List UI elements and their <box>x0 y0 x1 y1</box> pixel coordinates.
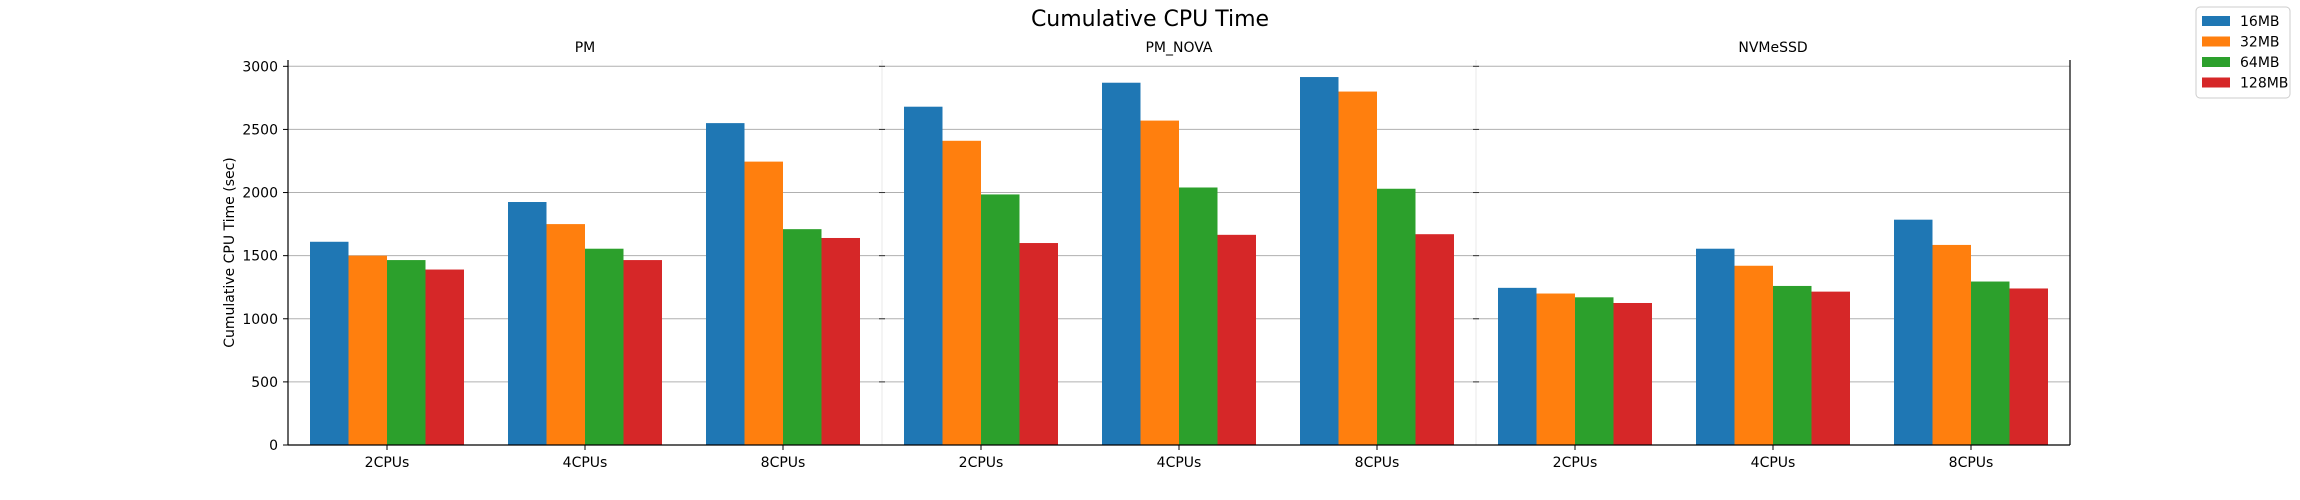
legend-box <box>2195 6 2291 99</box>
bar-16mb <box>310 241 349 445</box>
bar-64mb <box>585 248 624 445</box>
bar-128mb <box>623 260 662 445</box>
bar-128mb <box>425 269 464 445</box>
bar-16mb <box>904 106 943 445</box>
bar-64mb <box>1377 188 1416 446</box>
x-tick-label: 4CPUs <box>1751 455 1796 471</box>
bar-32mb <box>1734 265 1773 445</box>
bar-32mb <box>546 224 585 445</box>
bar-16mb <box>1696 248 1735 445</box>
legend-label-64mb: 64MB <box>2240 55 2280 71</box>
bar-32mb <box>744 161 783 446</box>
y-tick-label: 500 <box>251 375 278 391</box>
bar-64mb <box>1971 281 2010 445</box>
y-tick-label: 3000 <box>242 59 278 75</box>
legend-label-32mb: 32MB <box>2240 35 2280 51</box>
bar-64mb <box>387 260 426 445</box>
x-tick-label: 8CPUs <box>761 455 806 471</box>
panel-title-pm-nova: PM_NOVA <box>1145 40 1212 56</box>
panel-title-pm: PM <box>575 40 596 56</box>
x-tick-label: 4CPUs <box>1157 455 1202 471</box>
bar-32mb <box>348 255 387 445</box>
bar-64mb <box>1773 285 1812 445</box>
legend-label-16mb: 16MB <box>2240 14 2280 30</box>
bar-32mb <box>1140 120 1179 446</box>
legend-swatch-32mb <box>2202 36 2230 47</box>
bar-16mb <box>508 202 547 445</box>
bar-64mb <box>981 194 1020 445</box>
legend-label-128mb: 128MB <box>2240 76 2288 92</box>
x-tick-label: 8CPUs <box>1355 455 1400 471</box>
chart-title: Cumulative CPU Time <box>1031 7 1269 32</box>
bar-32mb <box>1536 293 1575 445</box>
bar-64mb <box>783 229 822 445</box>
bar-64mb <box>1575 297 1614 445</box>
y-tick-label: 0 <box>269 438 278 454</box>
y-axis-label: Cumulative CPU Time (sec) <box>222 157 238 348</box>
bar-16mb <box>706 123 745 446</box>
bar-16mb <box>1102 82 1141 445</box>
bar-128mb <box>1415 234 1454 445</box>
legend-swatch-16mb <box>2202 16 2230 26</box>
x-tick-label: 8CPUs <box>1949 455 1994 471</box>
bar-16mb <box>1498 287 1537 445</box>
bar-128mb <box>2009 288 2048 445</box>
bar-128mb <box>1217 234 1256 445</box>
bar-128mb <box>1811 291 1850 445</box>
panel-title-nvmessd: NVMeSSD <box>1738 40 1807 56</box>
x-tick-label: 4CPUs <box>563 455 608 471</box>
legend-swatch-128mb <box>2202 77 2230 88</box>
x-tick-label: 2CPUs <box>1553 455 1598 471</box>
y-tick-label: 2500 <box>242 122 278 138</box>
y-tick-label: 2000 <box>242 186 278 202</box>
bar-32mb <box>1338 91 1377 446</box>
bar-128mb <box>821 237 860 445</box>
bar-32mb <box>1932 244 1971 445</box>
bar-128mb <box>1613 302 1652 445</box>
bar-16mb <box>1894 219 1933 445</box>
x-tick-label: 2CPUs <box>365 455 410 471</box>
bar-128mb <box>1019 243 1058 445</box>
bar-64mb <box>1179 187 1218 445</box>
bar-16mb <box>1300 77 1339 445</box>
y-tick-label: 1000 <box>242 312 278 328</box>
bar-32mb <box>942 140 981 446</box>
x-tick-label: 2CPUs <box>959 455 1004 471</box>
y-tick-label: 1500 <box>242 249 278 265</box>
legend-swatch-64mb <box>2202 57 2230 67</box>
